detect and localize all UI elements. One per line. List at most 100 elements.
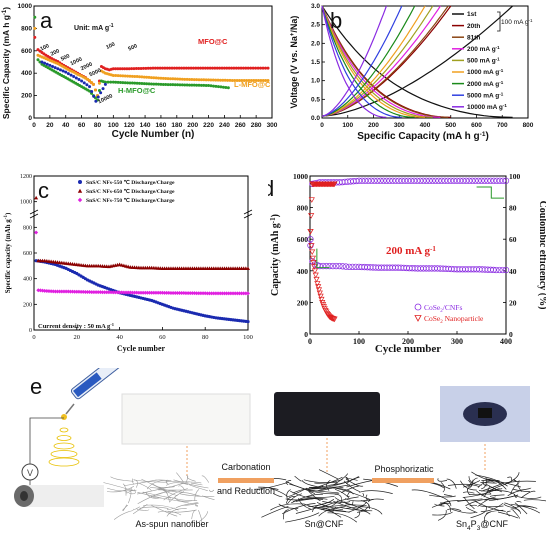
legend-label-c: SnS/C NFs-650 ℃ Discharge/Charge <box>86 188 175 195</box>
fiber-mesh-sn-cnf <box>254 470 398 523</box>
y-tick-label-d: 1000 <box>293 172 308 181</box>
unit-text-a: Unit: mA g-1 <box>74 23 114 32</box>
y2-tick-label-d: 80 <box>509 204 517 213</box>
point-a-blue <box>92 95 95 98</box>
legend-a-hmfo: H-MFO@C <box>118 86 156 95</box>
y-tick-label-d: 200 <box>297 298 309 307</box>
panel-label-d: d <box>268 176 274 201</box>
x-axis-label-c: Cycle number <box>117 344 166 353</box>
fiber-strand <box>307 496 335 497</box>
legend-label-b: 200 mA g-1 <box>467 45 500 53</box>
y-tick-label-a: 800 <box>21 25 32 32</box>
step1-label: As-spun nanofiber <box>135 519 208 529</box>
fiber-strand <box>295 476 302 481</box>
point-a-blue <box>67 72 70 75</box>
fiber-strand <box>122 505 127 510</box>
y2-tick-label-d: 40 <box>509 267 517 276</box>
capacity-point-d <box>312 269 317 274</box>
y-tick-label-b: 3.0 <box>311 3 320 10</box>
annotation-d: 200 mA g-1 <box>386 245 436 257</box>
y-tick-label-a: 0 <box>28 115 32 122</box>
fiber-strand <box>347 492 349 497</box>
fiber-strand <box>158 487 175 488</box>
x-tick-label-b: 0 <box>320 122 324 129</box>
y-tick-label-a: 200 <box>21 93 32 100</box>
rate-label-a: 100 <box>105 42 116 51</box>
point-c-magenta <box>34 230 38 234</box>
point-a-blue <box>48 64 51 67</box>
point-a-blue <box>62 69 65 72</box>
fiber-strand <box>507 477 511 481</box>
arrow1-label-2: and Reduction <box>217 486 275 496</box>
y-tick-label-b: 2.0 <box>311 40 320 47</box>
fiber-strand <box>319 470 338 480</box>
point-a-green <box>36 58 39 61</box>
x-tick-label-d: 300 <box>451 337 463 346</box>
x-axis-label-b: Specific Capacity (mA h g-1) <box>357 131 489 142</box>
fiber-strand <box>111 477 134 482</box>
capacity-point-d <box>318 294 323 299</box>
legend-label-b: 1000 mA g-1 <box>467 68 504 76</box>
process-arrow-2 <box>372 478 434 483</box>
fiber-strand <box>486 507 487 511</box>
fiber-strand <box>359 491 393 494</box>
fiber-strand <box>447 479 457 489</box>
fiber-strand <box>138 483 151 491</box>
fiber-strand <box>363 493 364 496</box>
point-a-blue <box>102 87 105 90</box>
point-a-orange <box>33 27 36 30</box>
point-a-blue <box>46 63 49 66</box>
sample-piece-icon <box>478 408 492 418</box>
step3-label: Sn4P3@CNF <box>456 519 508 532</box>
point-a-green <box>227 86 230 89</box>
rate-label-a: 100 <box>39 43 50 52</box>
panel-label-b: b <box>330 8 342 33</box>
x-tick-label-c: 60 <box>159 334 166 341</box>
legend-label-b: 10000 mA g-1 <box>467 103 507 111</box>
legend-a-lmfo: L-MFO@C <box>234 80 271 89</box>
fiber-mesh-as-spun <box>103 473 214 522</box>
point-a-blue <box>90 90 93 93</box>
y2-tick-label-d: 100 <box>509 172 521 181</box>
fiber-strand <box>186 475 187 481</box>
fiber-strand <box>470 505 477 506</box>
capacity-point-d <box>319 297 324 302</box>
capacity-point-d <box>313 273 318 278</box>
fiber-strand <box>138 493 164 504</box>
y-axis-label-a: Specific Capacity (mA h g-1) <box>1 7 11 119</box>
capacity-point-d <box>317 291 322 296</box>
y-tick-label-c: 1000 <box>20 200 32 206</box>
capacity-point-d <box>346 264 352 270</box>
y-tick-label-d: 600 <box>297 235 309 244</box>
fiber-strand <box>187 476 195 481</box>
legend-marker-c <box>78 180 82 184</box>
fiber-strand <box>471 511 486 518</box>
capacity-point-d <box>330 263 336 269</box>
fiber-strand <box>103 483 134 492</box>
point-a-blue <box>77 78 80 81</box>
y2-tick-label-d: 20 <box>509 298 517 307</box>
fiber-strand <box>508 491 521 496</box>
photo-as-spun-mat <box>122 394 250 444</box>
point-a-orange <box>94 89 97 92</box>
point-a-blue <box>40 61 43 64</box>
capacity-point-d <box>314 277 319 282</box>
y-tick-label-a: 400 <box>21 70 32 77</box>
annotation-c: Current density : 50 mA g-1 <box>38 322 115 330</box>
x-tick-label-c: 40 <box>116 334 123 341</box>
point-a-green <box>109 81 112 84</box>
fiber-strand <box>353 501 354 504</box>
point-a-blue <box>64 71 67 74</box>
legend-label-b: 5000 mA g-1 <box>467 91 504 99</box>
y-axis-label-c: Specific capacity (mAh g-1) <box>4 212 12 293</box>
fiber-strand <box>490 495 505 497</box>
fiber-strand <box>209 490 214 492</box>
capacity-point-d <box>315 281 320 286</box>
y-tick-label-c: 400 <box>23 277 32 283</box>
